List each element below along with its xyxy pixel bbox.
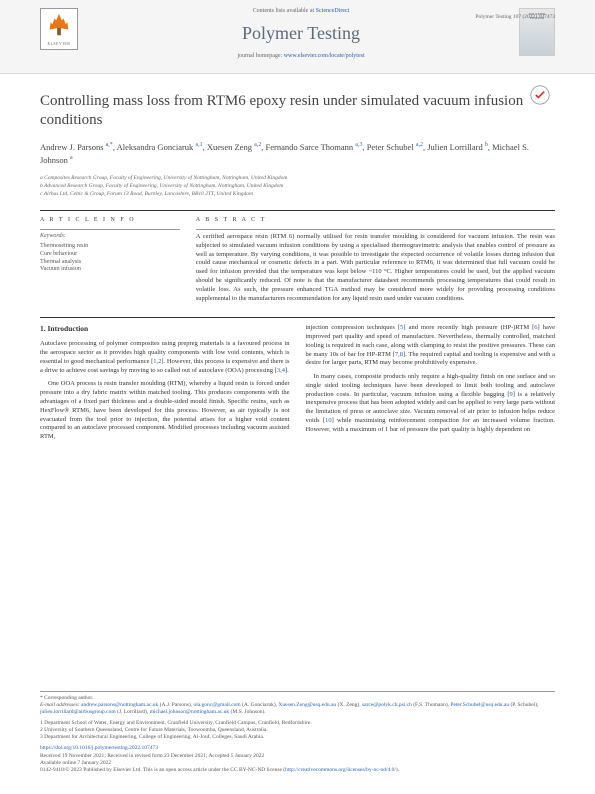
journal-header: ELSEVIER Contents lists available at Sci… — [0, 0, 595, 74]
received-dates: Received 19 November 2021; Received in r… — [40, 753, 555, 760]
journal-name: Polymer Testing — [93, 22, 509, 45]
footer: * Corresponding author. E-mail addresses… — [40, 688, 555, 774]
homepage-link[interactable]: www.elsevier.com/locate/polytest — [284, 53, 365, 59]
abstract-heading: A B S T R A C T — [196, 217, 555, 225]
crossmark-icon — [530, 85, 550, 105]
copyright-line: 0142-9418/© 2022 Published by Elsevier L… — [40, 767, 555, 774]
article-title: Controlling mass loss from RTM6 epoxy re… — [40, 92, 555, 130]
elsevier-text: ELSEVIER — [48, 41, 71, 46]
body-para: Autoclave processing of polymer composit… — [40, 340, 290, 375]
doi-link[interactable]: https://doi.org/10.1016/j.polymertesting… — [40, 745, 158, 751]
elsevier-logo: ELSEVIER — [40, 8, 78, 50]
affiliations: a Composites Research Group, Faculty of … — [40, 175, 555, 198]
article-info-heading: A R T I C L E I N F O — [40, 217, 180, 225]
authors-list: Andrew J. Parsons a,*, Aleksandra Goncia… — [40, 141, 555, 166]
footnotes: 1 Department School of Water, Energy and… — [40, 720, 555, 741]
intro-heading: 1. Introduction — [40, 324, 290, 334]
keywords-list: Thermosetting resinCure behaviourThermal… — [40, 243, 180, 274]
sciencedirect-link[interactable]: ScienceDirect — [316, 8, 350, 14]
doi-line: https://doi.org/10.1016/j.polymertesting… — [40, 745, 555, 752]
homepage-line: journal homepage: www.elsevier.com/locat… — [93, 53, 509, 61]
abstract-text: A certified aerospace resin (RTM 6) norm… — [196, 233, 555, 303]
corresponding-author: * Corresponding author. E-mail addresses… — [40, 695, 555, 716]
citation-meta: Polymer Testing 107 (2022) 107473 — [475, 14, 555, 21]
contents-line: Contents lists available at ScienceDirec… — [93, 8, 509, 16]
keywords-label: Keywords: — [40, 233, 180, 241]
abstract-block: A B S T R A C T A certified aerospace re… — [196, 217, 555, 303]
article-info-block: A R T I C L E I N F O Keywords: Thermose… — [40, 217, 180, 303]
body-para: injection compression techniques [5] and… — [306, 324, 556, 368]
body-para: One OOA process is resin transfer mouldi… — [40, 380, 290, 441]
elsevier-tree-icon — [45, 11, 73, 39]
body-col-right: injection compression techniques [5] and… — [306, 324, 556, 447]
available-date: Available online 7 January 2022 — [40, 760, 555, 767]
body-para: In many cases, composite products only r… — [306, 373, 556, 434]
body-col-left: 1. Introduction Autoclave processing of … — [40, 324, 290, 447]
